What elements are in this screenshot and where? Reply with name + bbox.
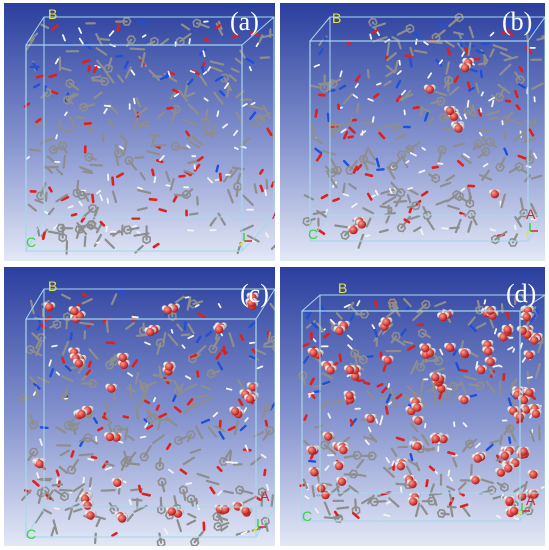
panel-label: (b) <box>502 7 533 36</box>
panel-c: (c) B A C <box>4 267 275 546</box>
axis-triad <box>516 503 530 517</box>
molecules <box>23 17 275 255</box>
axis-label-c: C <box>308 226 319 242</box>
panel-label: (a) <box>230 7 259 36</box>
panel-label: (d) <box>506 279 537 308</box>
molecular-simulation-image <box>4 3 275 261</box>
background <box>4 3 275 261</box>
axis-label-a: A <box>526 206 536 222</box>
water-molecules <box>347 57 501 235</box>
axis-label-a: A <box>526 492 536 508</box>
simulation-box-front <box>301 310 521 522</box>
molecules <box>302 12 545 249</box>
simulation-box <box>25 16 275 252</box>
axis-label-b: B <box>332 10 342 26</box>
axis-label-b: B <box>338 280 348 296</box>
axis-triad <box>238 233 252 247</box>
axis-label-b: B <box>48 6 58 22</box>
simulation-box-front <box>309 40 529 242</box>
molecular-simulation-image <box>280 267 545 546</box>
panel-label: (c) <box>240 279 269 308</box>
water-molecules <box>32 292 259 523</box>
panel-a: (a) B A C <box>4 3 275 261</box>
axis-triad <box>252 519 266 533</box>
molecules <box>17 288 275 546</box>
molecular-simulation-image <box>280 3 545 261</box>
panel-b: (b) B A C <box>280 3 545 261</box>
axis-label-c: C <box>26 526 37 542</box>
axis-label-b: B <box>48 278 58 294</box>
axis-label-c: C <box>302 508 313 524</box>
panel-d: (d) B A C <box>280 267 545 546</box>
axis-label-a: A <box>272 207 275 221</box>
simulation-box <box>301 294 545 522</box>
simulation-box <box>309 16 545 242</box>
simulation-box-front <box>25 44 243 252</box>
axis-triad <box>524 223 538 237</box>
axis-label-c: C <box>26 234 37 250</box>
simulation-box-front <box>25 318 257 538</box>
simulation-box <box>25 288 275 538</box>
axis-label-a: A <box>260 488 270 504</box>
molecular-simulation-image <box>4 267 275 546</box>
